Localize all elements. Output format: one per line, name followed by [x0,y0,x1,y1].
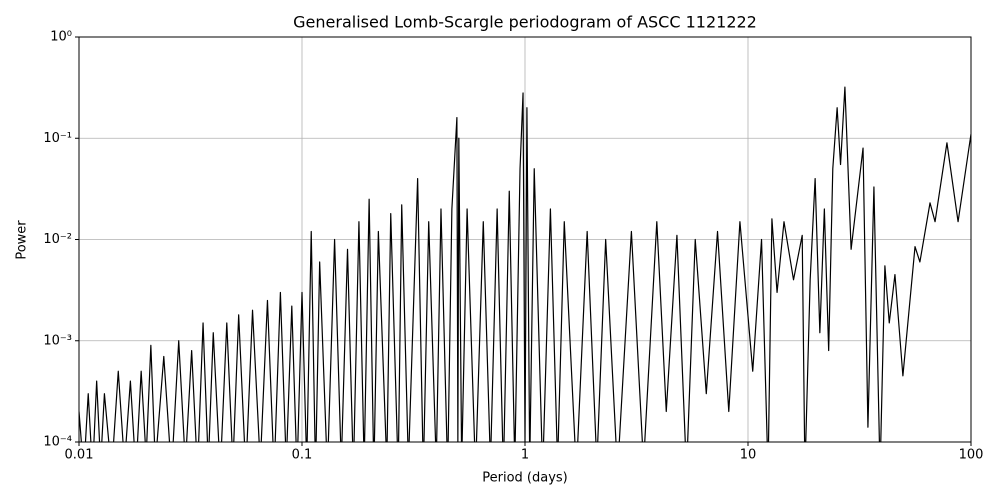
x-tick-label: 10 [740,448,757,463]
periodogram-line [79,86,971,442]
plot-area [79,86,971,442]
x-axis-label: Period (days) [482,471,568,486]
chart-title: Generalised Lomb-Scargle periodogram of … [293,13,757,32]
y-tick-label: 10⁻¹ [43,131,72,146]
x-tick-label: 100 [959,448,984,463]
y-tick-label: 10⁻⁴ [43,435,72,450]
y-axis-label: Power [15,220,30,260]
x-tick-label: 0.01 [65,448,94,463]
y-tick-label: 10⁰ [50,30,72,45]
x-tick-label: 0.1 [292,448,313,463]
y-tick-label: 10⁻² [43,232,72,247]
y-tick-label: 10⁻³ [43,333,72,348]
x-tick-label: 1 [521,448,529,463]
ticks: 0.01 0.1 1 10 100 10⁻⁴ 10⁻³ 10⁻² 10⁻¹ 10⁰ [43,30,983,463]
